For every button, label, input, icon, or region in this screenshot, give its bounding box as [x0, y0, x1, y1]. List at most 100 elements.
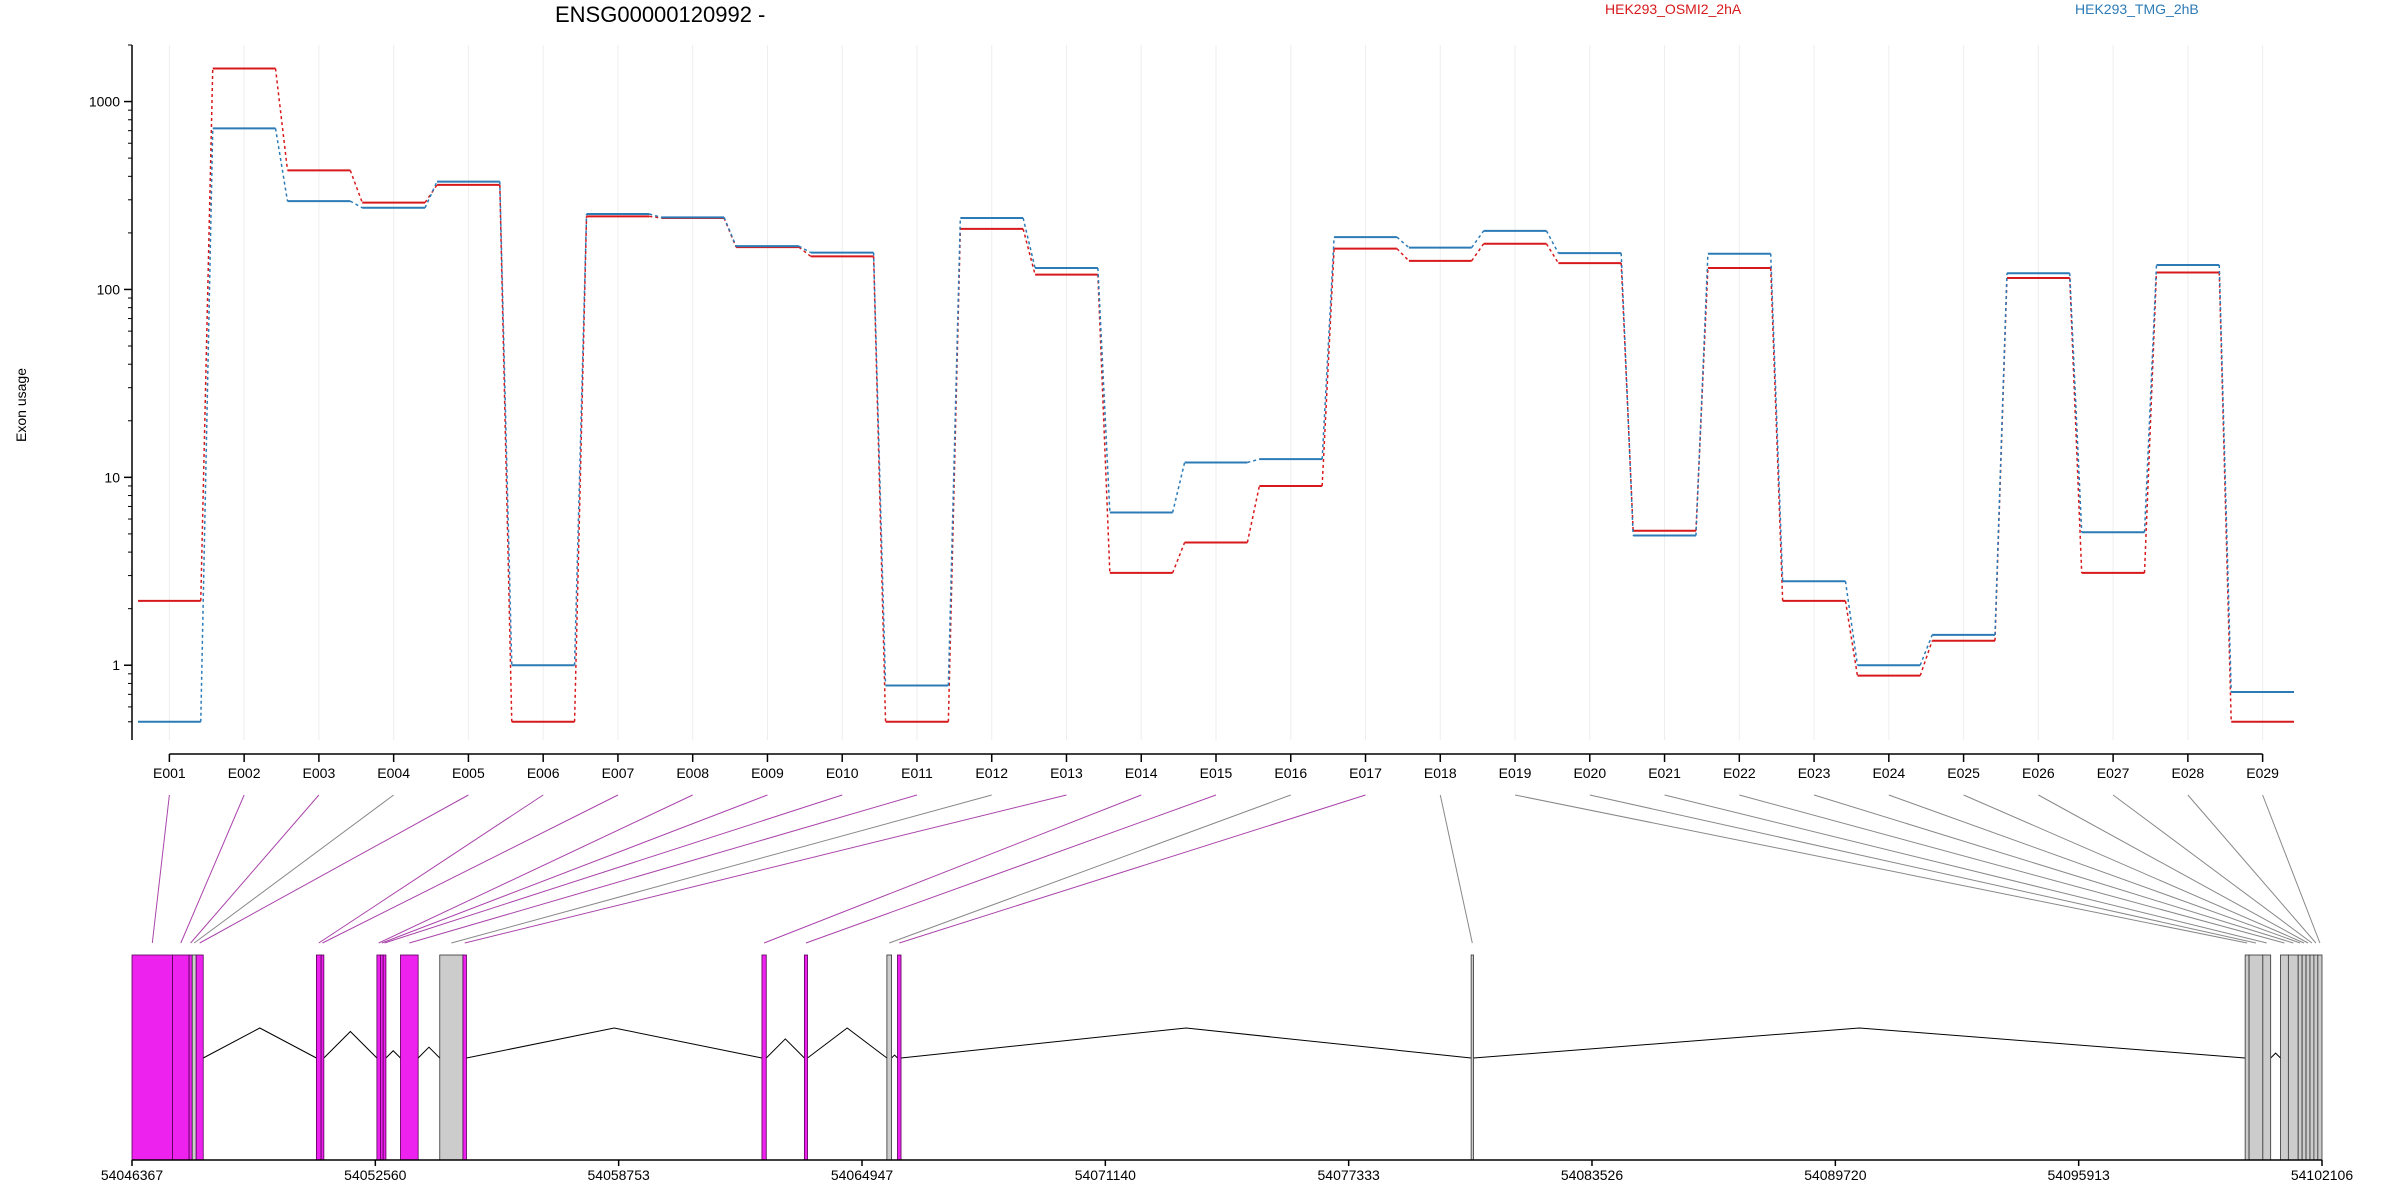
exon-block-e020 — [2248, 954, 2264, 1161]
x-tick-label-e027: E027 — [2097, 765, 2130, 781]
exon-block-e006 — [315, 954, 322, 1161]
genomic-tick-label: 54102106 — [2291, 1167, 2354, 1183]
intron-line — [466, 1027, 763, 1059]
connector-e012 — [451, 794, 992, 944]
y-axis: 1 10 100 1000 — [89, 44, 133, 740]
x-tick-label-e018: E018 — [1424, 765, 1457, 781]
series-connector — [424, 181, 438, 209]
exon-block-e023 — [2287, 954, 2299, 1161]
y-tick-label: 10 — [104, 469, 120, 485]
legend-entry-osmi2: HEK293_OSMI2_2hA — [1605, 1, 1742, 17]
x-tick-label-e026: E026 — [2022, 765, 2055, 781]
exon-connectors — [151, 794, 2321, 944]
genomic-axis: 54046367 54052560 54058753 54064947 54071140… — [101, 1159, 2354, 1183]
x-tick-label-e015: E015 — [1200, 765, 1233, 781]
legend-entry-tmg: HEK293_TMG_2hB — [2075, 1, 2199, 17]
x-tick-label-e013: E013 — [1050, 765, 1083, 781]
connector-e010 — [384, 794, 843, 944]
connector-e017 — [899, 794, 1366, 944]
x-tick-label-e022: E022 — [1723, 765, 1756, 781]
y-tick-label: 1 — [112, 657, 120, 673]
connector-e026 — [2038, 794, 2309, 944]
series-connector — [200, 128, 214, 722]
x-tick-label-e002: E002 — [228, 765, 261, 781]
connector-e006 — [318, 794, 544, 944]
x-tick-label-e023: E023 — [1798, 765, 1831, 781]
genomic-tick-label: 54083526 — [1561, 1167, 1624, 1183]
exon-block-e002 — [172, 954, 190, 1161]
series-connector — [1396, 236, 1410, 249]
genomic-tick-label: 54095913 — [2048, 1167, 2111, 1183]
exon-block-e014 — [761, 954, 767, 1161]
series-connector — [1321, 237, 1335, 460]
exon-block-e010 — [382, 954, 387, 1161]
x-tick-label-e016: E016 — [1274, 765, 1307, 781]
x-tick-label-e029: E029 — [2246, 765, 2279, 781]
genomic-tick-label: 54089720 — [1804, 1167, 1867, 1183]
exon-block-e005 — [195, 954, 204, 1161]
connector-e016 — [889, 794, 1291, 944]
exon-block-e016 — [886, 954, 892, 1161]
connector-e024 — [1888, 794, 2301, 944]
series-connector — [1022, 217, 1036, 269]
exon-axis: E001 E002 E003 E004 E005 E006 E007 E008 E009 E010… — [153, 753, 2279, 781]
connector-e014 — [763, 794, 1142, 944]
genomic-tick-label: 54064947 — [831, 1167, 894, 1183]
genomic-tick-label: 54077333 — [1318, 1167, 1381, 1183]
exon-block-e017 — [897, 954, 902, 1161]
connector-e020 — [1589, 794, 2257, 944]
x-tick-label-e003: E003 — [303, 765, 336, 781]
exon-block-e024 — [2297, 954, 2303, 1161]
exon-block-e028 — [2313, 954, 2319, 1161]
series-connector — [872, 252, 887, 686]
intron-line — [1473, 1027, 2246, 1059]
x-tick-label-e010: E010 — [826, 765, 859, 781]
x-tick-label-e024: E024 — [1872, 765, 1905, 781]
series-connector — [499, 181, 513, 666]
intron-line — [891, 1054, 898, 1059]
y-tick-label: 1000 — [89, 94, 120, 110]
series-connector — [1620, 253, 1634, 536]
gene-model — [131, 954, 2323, 1161]
series-connector — [2218, 264, 2232, 693]
exon-block-e009 — [380, 954, 384, 1161]
exon-block-e001 — [131, 954, 173, 1161]
connector-e004 — [193, 794, 394, 944]
series-connector — [200, 68, 214, 601]
intron-line — [807, 1027, 888, 1059]
x-tick-label-e017: E017 — [1349, 765, 1382, 781]
x-tick-label-e021: E021 — [1648, 765, 1681, 781]
series-connector — [1022, 228, 1036, 275]
exon-block-e019 — [2244, 954, 2250, 1161]
series-connector — [349, 170, 363, 203]
series-lines — [137, 67, 2295, 723]
exon-block-e012 — [439, 954, 464, 1161]
exon-block-e029 — [2317, 954, 2323, 1161]
exon-block-e007 — [320, 954, 325, 1161]
chart-title: ENSG00000120992 - — [555, 2, 765, 27]
y-tick-label: 100 — [97, 281, 121, 297]
series-connector — [1695, 253, 1709, 536]
x-tick-label-e008: E008 — [676, 765, 709, 781]
x-tick-label-e020: E020 — [1573, 765, 1606, 781]
connector-e011 — [409, 794, 918, 944]
exon-block-e008 — [376, 954, 381, 1161]
x-tick-label-e014: E014 — [1125, 765, 1158, 781]
x-tick-label-e012: E012 — [975, 765, 1008, 781]
series-connector — [1919, 634, 1933, 666]
series-connector — [1396, 248, 1410, 262]
exon-block-e022 — [2280, 954, 2289, 1161]
genomic-tick-label: 54046367 — [101, 1167, 164, 1183]
series-connector — [349, 200, 363, 209]
intron-line — [2270, 1052, 2281, 1059]
series-connector — [2143, 272, 2158, 573]
series-connector — [424, 184, 438, 203]
series-connector — [723, 217, 737, 247]
exon-block-e013 — [462, 954, 467, 1161]
intron-line — [385, 1050, 401, 1059]
x-tick-label-e001: E001 — [153, 765, 186, 781]
x-tick-label-e011: E011 — [901, 765, 933, 781]
x-tick-label-e004: E004 — [377, 765, 410, 781]
y-axis-label: Exon usage — [13, 368, 29, 442]
